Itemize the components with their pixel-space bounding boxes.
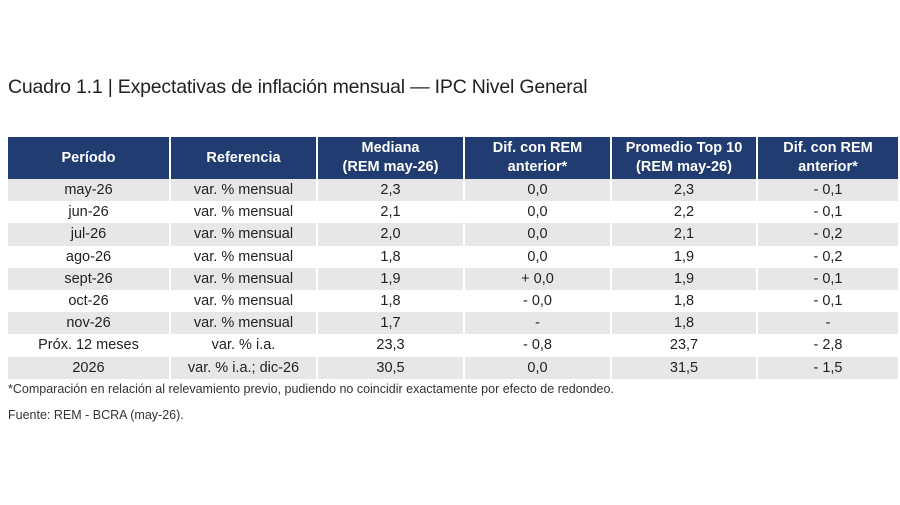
source-note: Fuente: REM - BCRA (may-26).	[8, 408, 184, 422]
cell-reference: var. % mensual	[169, 267, 317, 290]
cell-diff-median: 0,0	[463, 179, 611, 202]
cell-diff-top10: - 0,1	[756, 179, 898, 202]
cell-top10-average: 1,8	[610, 289, 757, 313]
table-row: jul-26 var. % mensual 2,0 0,0 2,1- 0,2	[8, 223, 898, 246]
cell-top10-average: 1,9	[610, 245, 757, 268]
table-row: 2026 var. % i.a.; dic-26 30,5 0,0 31,5- 1,5	[8, 356, 898, 379]
cell-top10-average: 1,9	[610, 267, 757, 290]
cell-diff-top10: - 0,2	[756, 245, 898, 268]
cell-top10-average: 2,3	[610, 179, 757, 202]
cell-period: ago-26	[8, 245, 170, 268]
table-row: nov-26 var. % mensual 1,7-1,8-	[8, 312, 898, 335]
table-row: may-26 var. % mensual 2,3 0,0 2,3- 0,1	[8, 179, 898, 202]
header-row: Período Referencia Mediana (REM may-26) Dif.…	[8, 137, 898, 179]
cell-period: nov-26	[8, 312, 170, 335]
cell-top10-average: 23,7	[610, 334, 757, 357]
column-header-median: Mediana (REM may-26)	[316, 137, 464, 179]
cell-median: 2,3	[316, 179, 464, 202]
cell-diff-top10: - 0,1	[756, 201, 898, 224]
cell-diff-top10: - 0,1	[756, 267, 898, 290]
cell-diff-top10: - 1,5	[756, 356, 898, 379]
table-body: may-26 var. % mensual 2,3 0,0 2,3- 0,1 jun-26…	[8, 179, 898, 379]
cell-top10-average: 2,2	[610, 201, 757, 224]
cell-reference: var. % mensual	[169, 201, 317, 224]
table-title: Cuadro 1.1 | Expectativas de inflación m…	[8, 76, 588, 98]
cell-diff-top10: -	[756, 312, 898, 335]
inflation-expectations-table: Período Referencia Mediana (REM may-26) Dif.…	[8, 137, 898, 379]
cell-median: 1,8	[316, 289, 464, 313]
table-row: oct-26 var. % mensual 1,8- 0,0 1,8- 0,1	[8, 289, 898, 313]
cell-diff-median: 0,0	[463, 201, 611, 224]
cell-period: oct-26	[8, 289, 170, 313]
cell-reference: var. % mensual	[169, 223, 317, 246]
cell-reference: var. % i.a.; dic-26	[169, 356, 317, 379]
cell-top10-average: 1,8	[610, 312, 757, 335]
column-header-reference: Referencia	[169, 137, 317, 179]
cell-diff-median: 0,0	[463, 223, 611, 246]
cell-period: may-26	[8, 179, 170, 202]
cell-period: Próx. 12 meses	[8, 334, 170, 357]
cell-diff-top10: - 2,8	[756, 334, 898, 357]
table-header: Período Referencia Mediana (REM may-26) Dif.…	[8, 137, 898, 179]
column-header-period: Período	[8, 137, 170, 179]
cell-diff-median: - 0,0	[463, 289, 611, 313]
cell-median: 1,8	[316, 245, 464, 268]
cell-reference: var. % i.a.	[169, 334, 317, 357]
cell-reference: var. % mensual	[169, 289, 317, 313]
table-row: jun-26 var. % mensual 2,1 0,0 2,2- 0,1	[8, 201, 898, 224]
cell-reference: var. % mensual	[169, 179, 317, 202]
cell-diff-median: -	[463, 312, 611, 335]
cell-diff-median: + 0,0	[463, 267, 611, 290]
cell-top10-average: 31,5	[610, 356, 757, 379]
cell-diff-top10: - 0,2	[756, 223, 898, 246]
cell-diff-median: 0,0	[463, 356, 611, 379]
column-header-diff-top10: Dif. con REM anterior*	[756, 137, 898, 179]
footnote: *Comparación en relación al relevamiento…	[8, 382, 614, 396]
cell-period: jun-26	[8, 201, 170, 224]
table-row: Próx. 12 meses var. % i.a. 23,3- 0,8 23,7- …	[8, 334, 898, 357]
cell-median: 1,7	[316, 312, 464, 335]
cell-period: sept-26	[8, 267, 170, 290]
cell-period: jul-26	[8, 223, 170, 246]
cell-diff-top10: - 0,1	[756, 289, 898, 313]
cell-diff-median: 0,0	[463, 245, 611, 268]
cell-period: 2026	[8, 356, 170, 379]
column-header-diff-median: Dif. con REM anterior*	[463, 137, 611, 179]
cell-median: 23,3	[316, 334, 464, 357]
table-row: sept-26 var. % mensual 1,9 + 0,0 1,9- 0,1	[8, 267, 898, 290]
cell-median: 1,9	[316, 267, 464, 290]
cell-reference: var. % mensual	[169, 312, 317, 335]
table-row: ago-26 var. % mensual 1,8 0,0 1,9- 0,2	[8, 245, 898, 268]
cell-diff-median: - 0,8	[463, 334, 611, 357]
cell-median: 2,0	[316, 223, 464, 246]
cell-reference: var. % mensual	[169, 245, 317, 268]
cell-median: 2,1	[316, 201, 464, 224]
cell-median: 30,5	[316, 356, 464, 379]
cell-top10-average: 2,1	[610, 223, 757, 246]
column-header-top10-average: Promedio Top 10 (REM may-26)	[610, 137, 757, 179]
